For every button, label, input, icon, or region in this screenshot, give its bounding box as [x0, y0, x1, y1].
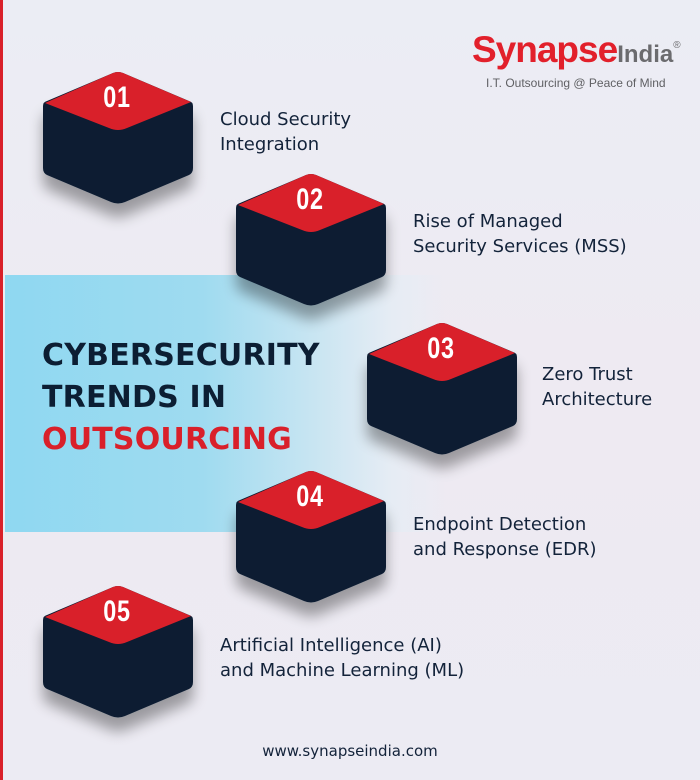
- registered-mark: ®: [673, 40, 681, 51]
- logo-secondary-text: India: [617, 41, 674, 68]
- trend-number: 04: [296, 480, 324, 513]
- title-line-1: CYBERSECURITY: [42, 338, 320, 373]
- trend-cube-02: 02: [236, 174, 388, 334]
- page-title: CYBERSECURITY TRENDS IN OUTSOURCING: [42, 335, 320, 461]
- trend-number: 02: [296, 183, 324, 216]
- trend-cube-04: 04: [236, 471, 388, 631]
- trend-number: 01: [103, 81, 131, 114]
- title-line-3: OUTSOURCING: [42, 422, 293, 457]
- trend-number: 03: [427, 332, 455, 365]
- trend-number: 05: [103, 595, 131, 628]
- website-url: www.synapseindia.com: [262, 742, 438, 760]
- trend-label-01: Cloud Security Integration: [220, 109, 352, 155]
- title-line-2: TRENDS IN: [42, 380, 227, 415]
- trend-label-04: Endpoint Detection and Response (EDR): [413, 514, 597, 560]
- trend-cube-05: 05: [43, 586, 195, 746]
- logo-primary-text: Synapse: [472, 29, 618, 70]
- cube-icon: [43, 586, 193, 718]
- cube-icon: [236, 471, 386, 603]
- trend-cube-03: 03: [367, 323, 519, 483]
- trend-label-02: Rise of Managed Security Services (MSS): [413, 211, 627, 257]
- cube-icon: [43, 72, 193, 204]
- logo-tagline: I.T. Outsourcing @ Peace of Mind: [486, 76, 666, 90]
- trend-label-03: Zero Trust Architecture: [542, 364, 653, 410]
- brand-logo: SynapseIndia® I.T. Outsourcing @ Peace o…: [472, 26, 681, 91]
- trend-cube-01: 01: [43, 72, 195, 232]
- trend-label-05: Artificial Intelligence (AI) and Machine…: [220, 635, 465, 681]
- cube-icon: [236, 174, 386, 306]
- cube-icon: [367, 323, 517, 455]
- left-accent-bar: [0, 0, 3, 780]
